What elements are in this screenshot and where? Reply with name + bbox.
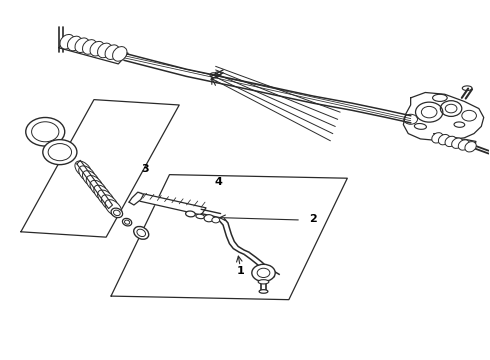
Ellipse shape — [196, 214, 204, 219]
Circle shape — [252, 264, 275, 282]
Ellipse shape — [60, 35, 74, 49]
Circle shape — [26, 117, 65, 146]
Ellipse shape — [452, 138, 463, 148]
Ellipse shape — [82, 171, 99, 187]
Ellipse shape — [458, 140, 469, 150]
Ellipse shape — [105, 200, 122, 216]
Text: 2: 2 — [309, 214, 317, 224]
Polygon shape — [129, 192, 144, 205]
Ellipse shape — [111, 208, 122, 218]
Ellipse shape — [98, 190, 114, 206]
Ellipse shape — [113, 46, 127, 61]
Ellipse shape — [75, 38, 89, 53]
Ellipse shape — [90, 41, 104, 56]
Text: 1: 1 — [236, 266, 244, 276]
Polygon shape — [434, 134, 476, 149]
Ellipse shape — [68, 36, 82, 51]
Polygon shape — [59, 37, 128, 64]
Ellipse shape — [98, 43, 112, 58]
Ellipse shape — [259, 290, 268, 293]
Ellipse shape — [75, 161, 92, 177]
Polygon shape — [111, 175, 347, 300]
Ellipse shape — [186, 211, 195, 217]
Circle shape — [43, 140, 77, 165]
Ellipse shape — [86, 176, 103, 192]
Circle shape — [204, 215, 214, 222]
Ellipse shape — [82, 40, 97, 54]
Ellipse shape — [439, 134, 450, 145]
Polygon shape — [21, 100, 179, 237]
Ellipse shape — [79, 166, 96, 182]
Ellipse shape — [445, 136, 456, 147]
Ellipse shape — [258, 280, 269, 284]
Polygon shape — [133, 193, 206, 215]
Ellipse shape — [432, 133, 443, 143]
Ellipse shape — [94, 185, 110, 202]
Polygon shape — [403, 93, 484, 141]
Ellipse shape — [122, 219, 132, 226]
Ellipse shape — [101, 195, 118, 211]
Ellipse shape — [90, 180, 107, 197]
Ellipse shape — [105, 45, 120, 59]
Text: 4: 4 — [214, 177, 222, 187]
Ellipse shape — [465, 141, 476, 152]
Text: 3: 3 — [141, 164, 149, 174]
Ellipse shape — [134, 226, 149, 239]
Circle shape — [212, 217, 220, 223]
